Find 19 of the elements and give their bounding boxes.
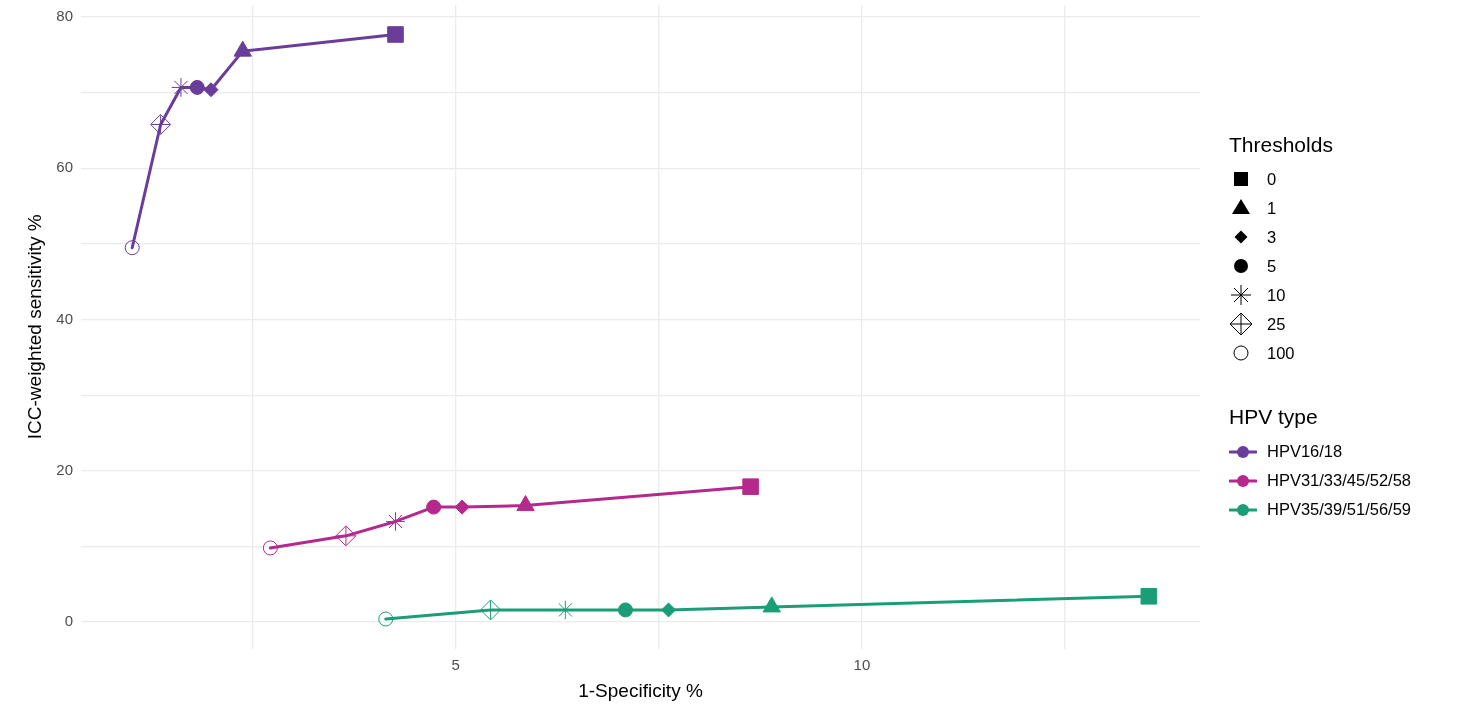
text: 0 <box>1267 169 1277 189</box>
y-tick-label: 0 <box>64 612 73 630</box>
text: Thresholds <box>1229 132 1333 156</box>
text: HPV type <box>1229 405 1318 428</box>
y-tick-label: 80 <box>56 7 73 25</box>
text: 3 <box>1267 227 1277 247</box>
legend-label: HPV35/39/51/56/59 <box>1267 500 1412 519</box>
y-axis-title: ICC-weighted sensitivity % <box>23 214 45 440</box>
text: 1 <box>1267 198 1277 218</box>
text: 10 <box>1267 285 1286 305</box>
y-tick-label: 60 <box>56 158 73 176</box>
text: 5 <box>1267 256 1277 276</box>
text: 100 <box>1267 343 1295 363</box>
legend-label: HPV16/18 <box>1267 442 1343 461</box>
y-tick-label: 40 <box>56 309 73 327</box>
legend-label: HPV31/33/45/52/58 <box>1267 471 1412 490</box>
text: 25 <box>1267 314 1286 334</box>
x-axis-title: 1-Specificity % <box>578 679 703 701</box>
y-tick-label: 20 <box>56 460 73 478</box>
